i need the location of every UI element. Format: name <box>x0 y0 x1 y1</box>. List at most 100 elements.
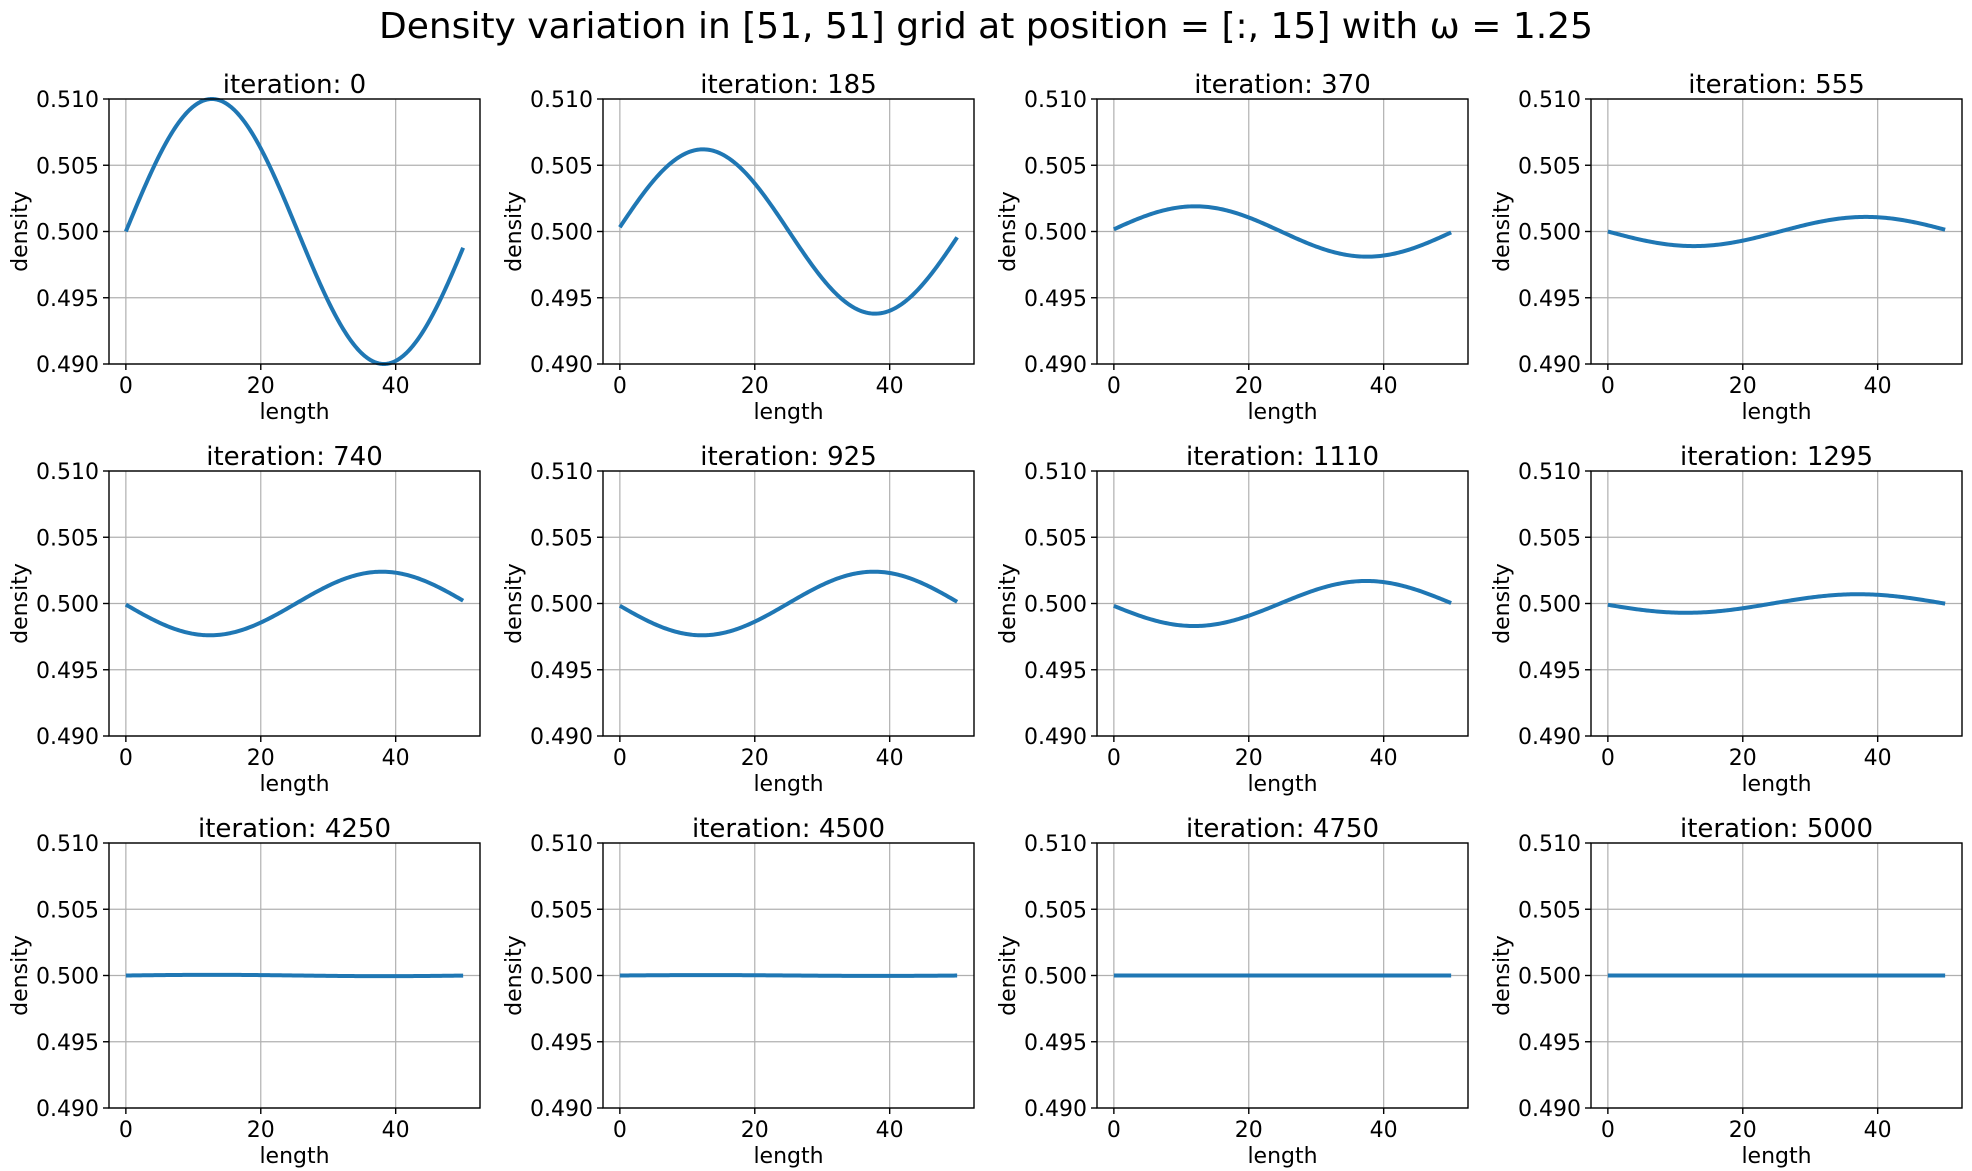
x-tick-label: 20 <box>741 1118 769 1143</box>
x-tick-label: 20 <box>247 746 275 771</box>
subplot-title: iteration: 5000 <box>1680 814 1873 844</box>
x-tick-label: 0 <box>119 746 133 771</box>
y-tick-label: 0.510 <box>1024 832 1087 857</box>
subplot: 0 20 40 0.490 0.495 0.500 0.505 0.510 length dens… <box>8 814 481 1169</box>
x-axis-label: length <box>259 1144 329 1169</box>
y-tick-label: 0.490 <box>1024 1097 1087 1122</box>
y-tick-label: 0.495 <box>530 1031 593 1056</box>
x-tick-label: 0 <box>1601 374 1615 399</box>
subplot: 0 20 40 0.490 0.495 0.500 0.505 0.510 length dens… <box>996 814 1469 1169</box>
y-tick-label: 0.505 <box>1518 898 1581 923</box>
x-tick-label: 40 <box>1370 746 1398 771</box>
density-line <box>124 97 465 366</box>
y-tick-label: 0.490 <box>1024 353 1087 378</box>
y-axis-label: density <box>502 191 527 272</box>
subplot: 0 20 40 0.490 0.495 0.500 0.505 0.510 length dens… <box>1490 70 1963 425</box>
y-axis-label: density <box>996 563 1021 644</box>
y-tick-label: 0.495 <box>1024 1031 1087 1056</box>
x-tick-label: 0 <box>1601 746 1615 771</box>
y-tick-label: 0.490 <box>36 1097 99 1122</box>
y-tick-label: 0.510 <box>1024 460 1087 485</box>
y-tick-label: 0.510 <box>1518 88 1581 113</box>
x-tick-label: 0 <box>119 1118 133 1143</box>
x-tick-label: 40 <box>382 746 410 771</box>
x-tick-label: 0 <box>1107 1118 1121 1143</box>
y-tick-label: 0.505 <box>530 898 593 923</box>
y-tick-label: 0.510 <box>1518 460 1581 485</box>
y-tick-label: 0.495 <box>1518 1031 1581 1056</box>
x-tick-label: 20 <box>1235 746 1263 771</box>
density-line <box>125 972 464 979</box>
subplot: 0 20 40 0.490 0.495 0.500 0.505 0.510 length dens… <box>8 70 481 425</box>
y-axis-label: density <box>502 935 527 1016</box>
density-line <box>1607 592 1946 615</box>
y-tick-label: 0.500 <box>530 965 593 990</box>
subplot: 0 20 40 0.490 0.495 0.500 0.505 0.510 length dens… <box>1490 814 1963 1169</box>
subplot-title: iteration: 1110 <box>1186 442 1379 472</box>
y-tick-label: 0.495 <box>1024 659 1087 684</box>
x-tick-label: 40 <box>382 1118 410 1143</box>
subplot-title: iteration: 555 <box>1688 70 1865 100</box>
x-tick-label: 0 <box>1107 746 1121 771</box>
x-tick-label: 20 <box>741 374 769 399</box>
y-tick-label: 0.500 <box>1024 593 1087 618</box>
y-tick-label: 0.505 <box>36 898 99 923</box>
x-tick-label: 0 <box>1107 374 1121 399</box>
y-tick-label: 0.490 <box>36 353 99 378</box>
subplot-title: iteration: 4500 <box>692 814 885 844</box>
y-tick-label: 0.500 <box>1518 593 1581 618</box>
y-tick-label: 0.495 <box>1518 659 1581 684</box>
y-axis-label: density <box>1490 563 1515 644</box>
y-axis-label: density <box>8 563 33 644</box>
y-tick-label: 0.505 <box>36 526 99 551</box>
y-tick-label: 0.500 <box>36 593 99 618</box>
y-tick-label: 0.490 <box>530 725 593 750</box>
x-tick-label: 0 <box>613 1118 627 1143</box>
subplot: 0 20 40 0.490 0.495 0.500 0.505 0.510 length dens… <box>502 70 975 425</box>
subplot: 0 20 40 0.490 0.495 0.500 0.505 0.510 length dens… <box>1490 442 1963 797</box>
y-axis-label: density <box>1490 935 1515 1016</box>
x-tick-label: 20 <box>1235 1118 1263 1143</box>
x-tick-label: 40 <box>1370 374 1398 399</box>
y-axis-label: density <box>8 191 33 272</box>
y-tick-label: 0.490 <box>530 1097 593 1122</box>
subplot-title: iteration: 185 <box>700 70 877 100</box>
x-tick-label: 20 <box>1235 374 1263 399</box>
y-tick-label: 0.490 <box>36 725 99 750</box>
y-tick-label: 0.495 <box>36 659 99 684</box>
y-tick-label: 0.495 <box>1518 287 1581 312</box>
y-tick-label: 0.490 <box>1518 725 1581 750</box>
y-tick-label: 0.490 <box>1518 353 1581 378</box>
x-tick-label: 0 <box>1601 1118 1615 1143</box>
x-axis-label: length <box>259 400 329 425</box>
x-tick-label: 20 <box>247 374 275 399</box>
x-tick-label: 20 <box>247 1118 275 1143</box>
y-tick-label: 0.505 <box>1024 154 1087 179</box>
y-tick-label: 0.505 <box>36 154 99 179</box>
y-tick-label: 0.495 <box>36 287 99 312</box>
x-tick-label: 20 <box>1729 746 1757 771</box>
x-tick-label: 40 <box>1864 746 1892 771</box>
y-tick-label: 0.505 <box>1518 154 1581 179</box>
subplot-title: iteration: 4750 <box>1186 814 1379 844</box>
y-tick-label: 0.510 <box>36 460 99 485</box>
subplot: 0 20 40 0.490 0.495 0.500 0.505 0.510 length dens… <box>502 442 975 797</box>
y-tick-label: 0.510 <box>36 832 99 857</box>
y-tick-label: 0.510 <box>1024 88 1087 113</box>
x-tick-label: 40 <box>876 746 904 771</box>
x-axis-label: length <box>753 1144 823 1169</box>
x-tick-label: 20 <box>1729 1118 1757 1143</box>
x-axis-label: length <box>753 400 823 425</box>
y-tick-label: 0.510 <box>530 460 593 485</box>
x-tick-label: 20 <box>1729 374 1757 399</box>
x-tick-label: 40 <box>1864 1118 1892 1143</box>
x-axis-label: length <box>753 772 823 797</box>
x-tick-label: 40 <box>876 1118 904 1143</box>
y-tick-label: 0.490 <box>1024 725 1087 750</box>
y-tick-label: 0.505 <box>1024 526 1087 551</box>
y-tick-label: 0.510 <box>36 88 99 113</box>
density-line <box>1607 214 1946 249</box>
subplot-title: iteration: 740 <box>206 442 383 472</box>
x-tick-label: 0 <box>613 746 627 771</box>
